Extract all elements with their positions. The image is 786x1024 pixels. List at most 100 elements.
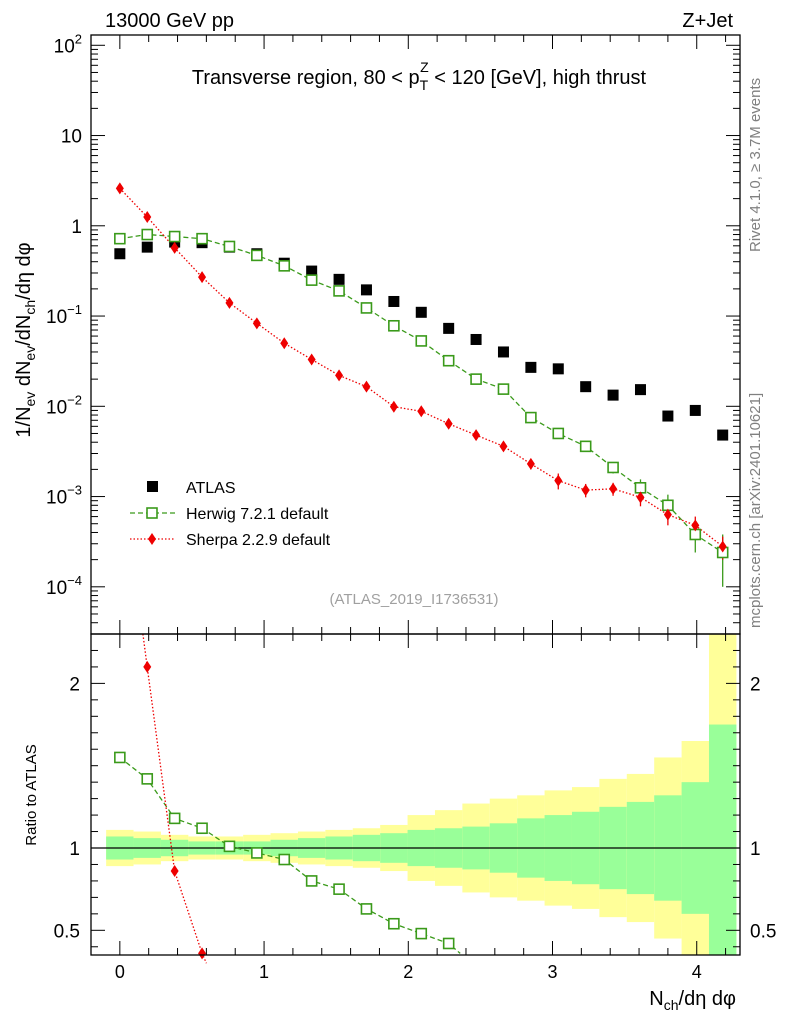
legend: ATLAS Herwig 7.2.1 default Sherpa 2.2.9 …: [130, 480, 331, 549]
y-tick-label: 10−3: [46, 483, 82, 509]
sherpa-point: [526, 457, 535, 470]
chart-title: Transverse region, 80 < pTZ < 120 [GeV],…: [192, 59, 647, 93]
x-tick-label: 1: [259, 962, 269, 982]
herwig-point: [442, 354, 455, 367]
atlas-point: [689, 404, 701, 416]
x-axis-label: Nch/dη dφ: [649, 988, 736, 1013]
side-label-rivet: Rivet 4.1.0, ≥ 3.7M events: [747, 78, 764, 252]
sherpa-ratio-line: [142, 633, 207, 964]
atlas-point: [333, 273, 345, 285]
sherpa-point: [198, 271, 207, 284]
herwig-point: [114, 232, 126, 245]
sherpa-point: [472, 429, 481, 442]
atlas-point: [580, 381, 592, 393]
herwig-ratio-point: [415, 927, 428, 940]
atlas-point: [607, 389, 619, 401]
legend-marker-atlas: [147, 481, 158, 492]
herwig-point: [223, 240, 236, 253]
y-tick-label: 1: [71, 217, 82, 238]
sherpa-point: [170, 241, 179, 254]
herwig-point: [552, 427, 565, 440]
atlas-point: [360, 284, 372, 296]
sherpa-point: [389, 400, 398, 413]
herwig-ratio-point: [168, 812, 181, 825]
y-tick-label: 10−1: [46, 302, 82, 328]
sherpa-ratio-point: [198, 947, 207, 960]
herwig-point: [196, 232, 208, 245]
herwig-ratio-point: [278, 853, 291, 866]
herwig-point: [634, 482, 647, 494]
y-axis-label: 1/Nev dNev/dNch/dη dφ: [13, 242, 38, 437]
atlas-point: [388, 295, 400, 307]
sherpa-point: [663, 508, 672, 521]
x-tick-label: 3: [548, 962, 558, 982]
herwig-point: [497, 383, 510, 395]
herwig-ratio-point: [141, 773, 154, 785]
atlas-point: [552, 363, 564, 375]
atlas-point: [470, 333, 482, 345]
sherpa-point: [691, 519, 700, 532]
sherpa-point: [225, 296, 234, 309]
sherpa-point: [252, 317, 261, 330]
herwig-point: [168, 230, 181, 243]
y-tick-label: 102: [54, 31, 82, 57]
analysis-label: (ATLAS_2019_I1736531): [329, 591, 498, 608]
ratio-y-tick-label-left: 0.5: [54, 921, 80, 942]
y-tick-label: 10−4: [46, 573, 82, 599]
herwig-point: [251, 249, 263, 262]
ratio-plot-frame: [90, 633, 741, 956]
legend-label-herwig: Herwig 7.2.1 default: [186, 506, 329, 523]
atlas-point: [443, 322, 455, 334]
herwig-point: [607, 461, 619, 474]
herwig-ratio-point: [333, 883, 345, 895]
herwig-point: [525, 411, 537, 424]
x-tick-label: 4: [692, 962, 702, 982]
process-label: Z+Jet: [682, 10, 733, 32]
sherpa-point: [499, 440, 508, 453]
sherpa-point: [307, 353, 316, 366]
ratio-y-tick-label-left: 1: [69, 839, 80, 860]
herwig-point: [360, 302, 373, 314]
herwig-point: [579, 440, 592, 453]
atlas-point: [141, 241, 153, 253]
y-tick-label: 10: [61, 127, 82, 148]
sherpa-point: [636, 491, 645, 504]
herwig-ratio-point: [388, 917, 400, 930]
sherpa-point: [581, 484, 590, 497]
sherpa-point: [444, 417, 453, 430]
atlas-point: [114, 248, 126, 260]
herwig-ratio-point: [442, 937, 455, 950]
herwig-ratio-point: [360, 903, 373, 915]
herwig-point: [305, 274, 318, 286]
atlas-point: [525, 361, 537, 373]
herwig-ratio-point: [305, 875, 318, 887]
x-tick-label: 0: [115, 962, 125, 982]
y-tick-label: 10−2: [46, 392, 82, 418]
sherpa-point: [718, 540, 727, 553]
herwig-ratio-point: [196, 822, 208, 835]
sherpa-point: [280, 337, 289, 350]
ratio-band-inner: [708, 724, 737, 955]
atlas-point: [717, 429, 729, 441]
herwig-ratio-point: [223, 840, 236, 853]
legend-marker-herwig: [146, 507, 158, 519]
herwig-point: [141, 228, 154, 241]
legend-marker-sherpa: [148, 533, 156, 545]
herwig-ratio-point: [251, 847, 263, 859]
herwig-line: [119, 233, 724, 554]
herwig-point: [415, 335, 428, 347]
side-label-mcplots: mcplots.cern.ch [arXiv:2401.10621]: [747, 393, 764, 628]
herwig-point: [388, 319, 400, 332]
ratio-y-tick-label-right: 1: [750, 839, 761, 860]
herwig-ratio-point: [114, 751, 126, 764]
atlas-point: [497, 346, 509, 358]
sherpa-point: [554, 474, 563, 487]
sherpa-point: [143, 211, 152, 224]
ratio-y-label: Ratio to ATLAS: [23, 744, 40, 845]
sherpa-ratio-point: [143, 660, 152, 673]
sherpa-point: [362, 380, 371, 393]
herwig-point: [278, 260, 291, 272]
energy-label: 13000 GeV pp: [105, 10, 234, 32]
sherpa-point: [417, 405, 426, 418]
